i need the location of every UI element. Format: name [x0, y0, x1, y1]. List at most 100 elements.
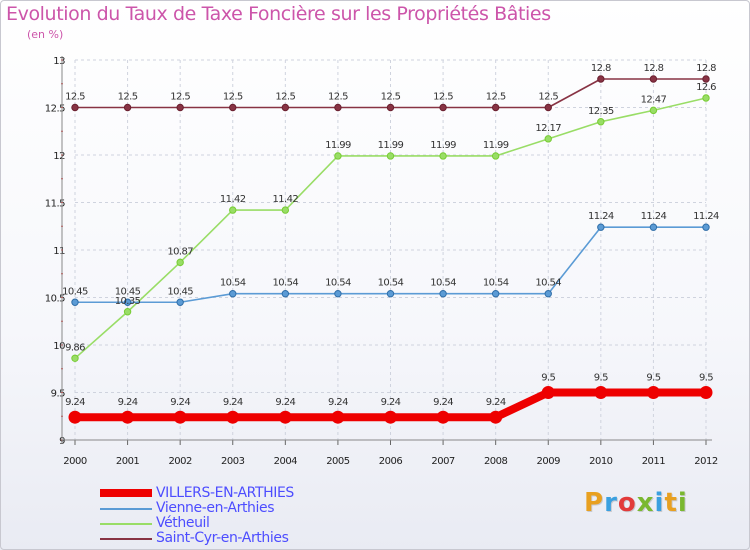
series-point-1 — [71, 298, 79, 306]
series-point-1 — [649, 223, 658, 231]
series-point-2 — [123, 308, 132, 316]
x-tick-label: 2012 — [694, 456, 718, 467]
data-label-0: 9.5 — [594, 373, 608, 384]
data-label-0: 9.24 — [275, 397, 295, 408]
y-axis-unit-label: (en %) — [27, 28, 64, 41]
data-label-2: 10.35 — [115, 296, 141, 307]
data-label-0: 9.24 — [328, 397, 348, 408]
data-label-3: 12.8 — [696, 63, 716, 74]
x-tick-label: 2003 — [221, 456, 245, 467]
x-tick-label: 2001 — [116, 456, 140, 467]
series-point-2 — [702, 94, 710, 102]
chart-title: Evolution du Taux de Taxe Foncière sur l… — [6, 3, 551, 25]
data-label-2: 12.35 — [588, 106, 614, 117]
series-point-0 — [121, 410, 135, 424]
data-label-3: 12.5 — [118, 92, 138, 103]
series-point-2 — [176, 258, 184, 267]
series-point-2 — [491, 152, 500, 160]
series-point-2 — [649, 106, 658, 115]
series-point-1 — [702, 223, 710, 231]
series-point-2 — [439, 152, 447, 160]
series-point-1 — [544, 290, 552, 298]
proxiti-logo: Proxiti — [584, 488, 688, 518]
data-label-0: 9.5 — [699, 373, 713, 384]
legend-label-saint-cyr: Saint-Cyr-en-Arthies — [156, 530, 289, 546]
logo-letter: o — [617, 488, 637, 518]
data-label-2: 9.86 — [65, 342, 85, 353]
series-point-3 — [544, 103, 552, 112]
series-point-3 — [123, 103, 132, 112]
data-label-3: 12.5 — [433, 92, 453, 103]
y-tick-label: 10.5 — [45, 294, 65, 305]
y-tick-label: 10 — [53, 341, 65, 352]
y-tick-label: 12 — [53, 151, 65, 162]
x-tick-label: 2002 — [168, 456, 192, 467]
series-point-2 — [229, 206, 237, 214]
logo-letter: r — [604, 488, 618, 518]
series-point-2 — [386, 152, 395, 160]
data-label-3: 12.5 — [275, 92, 295, 103]
series-point-0 — [489, 410, 503, 424]
data-label-1: 10.54 — [378, 278, 404, 289]
series-point-1 — [176, 298, 184, 306]
series-point-2 — [281, 206, 290, 214]
legend-swatch-saint-cyr — [100, 538, 152, 540]
data-label-3: 12.5 — [381, 92, 401, 103]
series-point-3 — [281, 103, 290, 112]
logo-letter: t — [664, 488, 678, 518]
x-tick-label: 2004 — [274, 456, 298, 467]
x-tick-label: 2011 — [642, 456, 666, 467]
data-label-2: 11.99 — [483, 140, 509, 151]
series-point-0 — [384, 410, 397, 424]
x-tick-label: 2010 — [589, 456, 613, 467]
data-label-0: 9.24 — [223, 397, 243, 408]
data-label-3: 12.5 — [223, 92, 243, 103]
data-label-3: 12.5 — [538, 92, 558, 103]
x-tick-label: 2005 — [326, 456, 350, 467]
data-label-2: 11.99 — [430, 140, 456, 151]
series-point-3 — [176, 103, 184, 112]
series-point-0 — [646, 386, 660, 399]
data-label-3: 12.5 — [65, 92, 85, 103]
series-point-3 — [71, 103, 79, 112]
y-tick-label: 9.5 — [51, 389, 66, 400]
x-tick-label: 2009 — [537, 456, 561, 467]
series-point-0 — [68, 410, 82, 424]
data-label-2: 11.42 — [220, 194, 246, 205]
series-point-3 — [229, 103, 237, 112]
data-label-0: 9.5 — [646, 373, 660, 384]
x-tick-label: 2006 — [379, 456, 403, 467]
legend-swatch-vetheuil — [100, 523, 152, 525]
data-label-0: 9.5 — [541, 373, 555, 384]
series-point-1 — [597, 223, 605, 231]
series-point-1 — [439, 290, 447, 298]
y-tick-label: 11 — [53, 246, 65, 257]
data-label-2: 11.99 — [325, 140, 351, 151]
data-label-0: 9.24 — [118, 397, 138, 408]
data-label-1: 10.45 — [115, 286, 141, 297]
data-label-3: 12.5 — [486, 92, 506, 103]
legend-swatch-vienne — [100, 508, 152, 510]
data-label-3: 12.5 — [328, 92, 348, 103]
data-label-0: 9.24 — [65, 397, 85, 408]
data-label-2: 12.6 — [696, 82, 716, 93]
series-point-2 — [71, 354, 79, 362]
series-point-1 — [229, 290, 237, 298]
legend-label-vetheuil: Vétheuil — [156, 515, 210, 531]
series-point-1 — [334, 290, 342, 298]
legend-swatch-villers — [100, 489, 152, 497]
series-point-0 — [699, 386, 713, 399]
y-tick-label: 11.5 — [45, 199, 65, 210]
series-point-1 — [123, 298, 132, 306]
data-label-1: 11.24 — [588, 211, 614, 222]
data-label-1: 10.45 — [62, 286, 88, 297]
data-label-3: 12.8 — [643, 63, 663, 74]
logo-letter: i — [677, 488, 688, 518]
data-label-1: 10.54 — [220, 278, 246, 289]
series-point-2 — [597, 118, 605, 126]
series-point-2 — [544, 135, 552, 143]
data-label-0: 9.24 — [170, 397, 190, 408]
data-label-2: 12.47 — [641, 94, 667, 105]
data-label-2: 12.17 — [535, 123, 561, 134]
logo-letter: x — [636, 488, 655, 518]
